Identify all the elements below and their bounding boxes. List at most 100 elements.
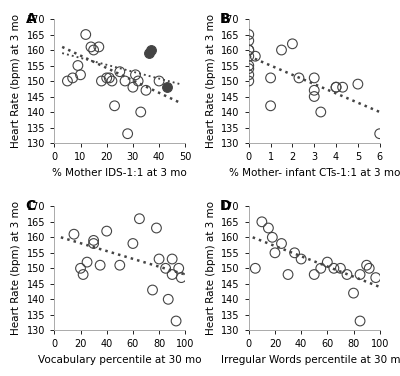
Y-axis label: Heart Rate (bpm) at 3 mo: Heart Rate (bpm) at 3 mo xyxy=(206,201,216,335)
Point xyxy=(340,84,346,90)
Text: A: A xyxy=(26,12,36,26)
Point xyxy=(246,72,252,78)
Point xyxy=(372,274,379,280)
Point xyxy=(97,262,103,268)
Point xyxy=(376,131,383,137)
Point xyxy=(104,75,110,81)
Point xyxy=(246,78,252,84)
Point xyxy=(291,250,298,256)
Point xyxy=(333,84,339,90)
Point xyxy=(116,262,123,268)
Text: C: C xyxy=(26,199,36,213)
Point xyxy=(109,78,115,84)
Point xyxy=(364,262,370,268)
Point xyxy=(162,265,169,271)
Point xyxy=(267,103,274,109)
Point xyxy=(130,241,136,247)
Point xyxy=(148,47,154,53)
Point xyxy=(176,265,182,271)
Point xyxy=(71,231,77,237)
Point xyxy=(178,274,184,280)
Point xyxy=(143,87,149,93)
Point xyxy=(132,72,139,78)
Point xyxy=(145,50,152,56)
Point xyxy=(333,84,339,90)
Point xyxy=(111,103,118,109)
Point xyxy=(355,81,361,87)
Point xyxy=(246,38,252,44)
Point xyxy=(124,131,131,137)
Point xyxy=(90,47,97,53)
Point xyxy=(88,44,94,50)
Point xyxy=(289,41,296,47)
Point xyxy=(311,87,318,93)
Point xyxy=(259,219,265,225)
Point xyxy=(296,75,302,81)
Point xyxy=(267,75,274,81)
Point xyxy=(311,271,318,277)
Point xyxy=(246,47,252,53)
Point xyxy=(136,216,143,222)
Point xyxy=(138,109,144,115)
Point xyxy=(96,44,102,50)
Point xyxy=(278,241,285,247)
Point xyxy=(278,47,285,53)
Point xyxy=(357,271,363,277)
Point xyxy=(318,265,324,271)
Point xyxy=(169,256,175,262)
Point xyxy=(149,287,156,293)
X-axis label: Irregular Words percentile at 30 mo: Irregular Words percentile at 30 mo xyxy=(221,355,400,365)
Point xyxy=(156,78,162,84)
X-axis label: Vocabulary percentile at 30 mo: Vocabulary percentile at 30 mo xyxy=(38,355,202,365)
Point xyxy=(246,32,252,38)
Text: D: D xyxy=(220,199,232,213)
Point xyxy=(90,237,97,243)
Point xyxy=(350,290,357,296)
Point xyxy=(324,259,330,265)
Point xyxy=(77,72,84,78)
Point xyxy=(77,265,84,271)
Y-axis label: Heart Rate (bpm) at 3 mo: Heart Rate (bpm) at 3 mo xyxy=(11,201,21,335)
Point xyxy=(285,271,291,277)
Point xyxy=(246,62,252,68)
Point xyxy=(98,78,105,84)
Y-axis label: Heart Rate (bpm) at 3 mo: Heart Rate (bpm) at 3 mo xyxy=(11,14,21,148)
Point xyxy=(311,94,318,100)
Text: B: B xyxy=(220,12,230,26)
Point xyxy=(318,109,324,115)
X-axis label: % Mother- infant CTs-1:1 at 3 mo: % Mother- infant CTs-1:1 at 3 mo xyxy=(228,168,400,177)
Point xyxy=(246,65,252,71)
Point xyxy=(64,78,71,84)
Point xyxy=(298,256,304,262)
Point xyxy=(84,259,90,265)
Point xyxy=(337,265,344,271)
Point xyxy=(75,62,81,68)
Point xyxy=(173,318,179,324)
Point xyxy=(252,53,258,59)
Point xyxy=(164,84,170,90)
Point xyxy=(104,228,110,234)
Point xyxy=(265,225,272,231)
Point xyxy=(246,47,252,53)
Point xyxy=(130,84,136,90)
Point xyxy=(252,265,258,271)
Point xyxy=(135,78,141,84)
Point xyxy=(82,32,89,38)
Point xyxy=(357,318,363,324)
Point xyxy=(156,256,162,262)
Point xyxy=(122,78,128,84)
Y-axis label: Heart Rate (bpm) at 3 mo: Heart Rate (bpm) at 3 mo xyxy=(206,14,216,148)
Point xyxy=(366,265,372,271)
Point xyxy=(331,265,337,271)
Point xyxy=(344,271,350,277)
Point xyxy=(106,75,112,81)
Point xyxy=(90,241,97,247)
Point xyxy=(272,250,278,256)
X-axis label: % Mother IDS-1:1 at 3 mo: % Mother IDS-1:1 at 3 mo xyxy=(52,168,187,177)
Point xyxy=(153,225,160,231)
Point xyxy=(116,69,123,75)
Point xyxy=(80,271,86,277)
Point xyxy=(165,296,172,302)
Point xyxy=(246,53,252,59)
Point xyxy=(311,75,318,81)
